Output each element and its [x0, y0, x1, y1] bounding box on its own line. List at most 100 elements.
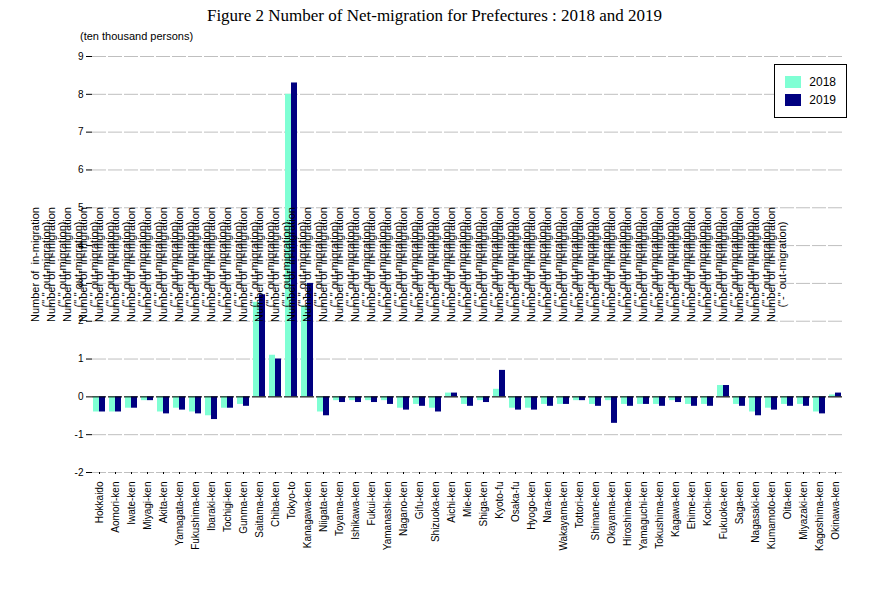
svg-text:6: 6 — [78, 164, 84, 175]
svg-text:Ehime-ken: Ehime-ken — [686, 482, 697, 530]
svg-text:Yamaguchi-ken: Yamaguchi-ken — [638, 482, 649, 551]
html-text:Number of in-migration: Number of in-migration — [188, 207, 201, 322]
svg-text:9: 9 — [78, 51, 84, 62]
svg-text:Tochigi-ken: Tochigi-ken — [222, 482, 233, 533]
html-text:("-" out-migration): ("-" out-migration) — [119, 221, 132, 308]
svg-text:Kumamoto-ken: Kumamoto-ken — [766, 482, 777, 550]
html-text:Number of in-migration: Number of in-migration — [300, 207, 313, 322]
svg-text:Gifu-ken: Gifu-ken — [414, 482, 425, 520]
html-text:Number of in-migration: Number of in-migration — [316, 207, 329, 322]
svg-text:Toyama-ken: Toyama-ken — [334, 482, 345, 536]
svg-text:Tokushima-ken: Tokushima-ken — [654, 482, 665, 549]
svg-text:Aichi-ken: Aichi-ken — [446, 482, 457, 523]
html-text:Number of in-migration: Number of in-migration — [92, 207, 105, 322]
html-text:Number of in-migration: Number of in-migration — [204, 207, 217, 322]
svg-text:Chiba-ken: Chiba-ken — [270, 482, 281, 528]
svg-text:Oita-ken: Oita-ken — [782, 482, 793, 520]
svg-text:1: 1 — [78, 353, 84, 364]
html-text:("-" out-migration): ("-" out-migration) — [279, 221, 292, 308]
svg-text:Shizuoka-ken: Shizuoka-ken — [430, 482, 441, 543]
html-text:("-" out-migration): ("-" out-migration) — [231, 221, 244, 308]
html-text:("-" out-migration): ("-" out-migration) — [103, 221, 116, 308]
svg-text:Aomori-ken: Aomori-ken — [110, 482, 121, 533]
html-text:Figure 2 Number of Net-migrati: Figure 2 Number of Net-migration for Pre… — [206, 6, 662, 25]
html-text:("-" out-migration): ("-" out-migration) — [247, 221, 260, 308]
svg-text:Ibaraki-ken: Ibaraki-ken — [206, 482, 217, 531]
svg-text:Mie-ken: Mie-ken — [462, 482, 473, 518]
svg-text:Miyazaki-ken: Miyazaki-ken — [798, 482, 809, 540]
svg-text:8: 8 — [78, 89, 84, 100]
html-text:("-" out-migration): ("-" out-migration) — [215, 221, 228, 308]
html-text:("-" out-migration): ("-" out-migration) — [55, 221, 68, 308]
svg-text:Hyogo-ken: Hyogo-ken — [526, 482, 537, 530]
svg-text:Nagano-ken: Nagano-ken — [398, 482, 409, 536]
svg-text:0: 0 — [78, 391, 84, 402]
svg-text:Fukuoka-ken: Fukuoka-ken — [718, 482, 729, 540]
svg-text:Hokkaido: Hokkaido — [94, 481, 105, 523]
svg-text:Kochi-ken: Kochi-ken — [702, 482, 713, 526]
svg-text:Hiroshima-ken: Hiroshima-ken — [622, 482, 633, 546]
html-text:Number of in-migration: Number of in-migration — [28, 207, 41, 322]
html-text:Number of in-migration: Number of in-migration — [332, 207, 345, 322]
svg-text:Kagawa-ken: Kagawa-ken — [670, 482, 681, 538]
svg-text:Tottori-ken: Tottori-ken — [574, 482, 585, 529]
svg-text:Shiga-ken: Shiga-ken — [478, 482, 489, 527]
svg-text:Number of in-migration("-" ou: Number of in-migration("-" out-migration… — [765, 207, 788, 322]
html-text:("-" out-migration): ("-" out-migration) — [151, 221, 164, 308]
html-text:2019: 2019 — [809, 93, 836, 107]
svg-text:Kanagawa-ken: Kanagawa-ken — [302, 482, 313, 549]
html-text:Number of in-migration: Number of in-migration — [108, 207, 121, 322]
svg-text:Yamagata-ken: Yamagata-ken — [174, 482, 185, 546]
svg-text:Okayama-ken: Okayama-ken — [606, 482, 617, 544]
svg-text:Shimane-ken: Shimane-ken — [590, 482, 601, 541]
svg-text:Wakayama-ken: Wakayama-ken — [558, 482, 569, 551]
svg-text:Kagoshima-ken: Kagoshima-ken — [814, 482, 825, 551]
html-text:("-" out-migration): ("-" out-migration) — [263, 221, 276, 308]
html-text:("-" out-migration): ("-" out-migration) — [343, 221, 356, 308]
html-text:Number of in-migration: Number of in-migration — [252, 207, 265, 322]
svg-text:7: 7 — [78, 126, 84, 137]
svg-text:Okinawa-ken: Okinawa-ken — [830, 482, 841, 540]
html-text:("-" out-migration): ("-" out-migration) — [135, 221, 148, 308]
svg-text:Nagasaki-ken: Nagasaki-ken — [750, 482, 761, 543]
html-text:Number of in-migration: Number of in-migration — [268, 207, 281, 322]
html-text:("-" out-migration): ("-" out-migration) — [327, 221, 340, 308]
svg-text:Yamanashi-ken: Yamanashi-ken — [382, 482, 393, 551]
html-text:("-" out-migration): ("-" out-migration) — [71, 221, 84, 308]
svg-text:Saitama-ken: Saitama-ken — [254, 482, 265, 538]
html-text:("-" out-migration): ("-" out-migration) — [199, 221, 212, 308]
svg-text:Miyagi-ken: Miyagi-ken — [142, 482, 153, 530]
svg-text:Niigata-ken: Niigata-ken — [318, 482, 329, 533]
svg-text:Tokyo-to: Tokyo-to — [286, 481, 297, 519]
svg-text:Akita-ken: Akita-ken — [158, 482, 169, 524]
svg-text:Ishikawa-ken: Ishikawa-ken — [350, 482, 361, 540]
html-text:Number of in-migration: Number of in-migration — [140, 207, 153, 322]
html-text:Number of in-migration: Number of in-migration — [284, 207, 297, 322]
html-text:Number of in-migration: Number of in-migration — [156, 207, 169, 322]
html-text:2018: 2018 — [809, 75, 836, 89]
html-text:Number of in-migration: Number of in-migration — [236, 207, 249, 322]
html-text:("-" out-migration): ("-" out-migration) — [183, 221, 196, 308]
svg-text:Kyoto-fu: Kyoto-fu — [494, 482, 505, 519]
html-text:("-" out-migration): ("-" out-migration) — [295, 221, 308, 308]
html-text:Number of in-migration: Number of in-migration — [124, 207, 137, 322]
svg-text:-2: -2 — [75, 467, 84, 478]
html-text:Number of in-migration: Number of in-migration — [60, 207, 73, 322]
svg-text:Fukui-ken: Fukui-ken — [366, 482, 377, 526]
html-text:Number of in-migration: Number of in-migration — [172, 207, 185, 322]
svg-text:Fukushima-ken: Fukushima-ken — [190, 482, 201, 550]
svg-text:Osaka-fu: Osaka-fu — [510, 482, 521, 523]
svg-text:-1: -1 — [75, 429, 84, 440]
html-text:("-" out-migration): ("-" out-migration) — [87, 221, 100, 308]
html-text:("-" out-migration): ("-" out-migration) — [311, 221, 324, 308]
html-text:("-" out-migration): ("-" out-migration) — [39, 221, 52, 308]
html-text:Number of in-migration: Number of in-migration — [44, 207, 57, 322]
html-text:Number of in-migration: Number of in-migration — [76, 207, 89, 322]
svg-text:Nara-ken: Nara-ken — [542, 482, 553, 523]
svg-text:Iwate-ken: Iwate-ken — [126, 482, 137, 525]
svg-text:Gunma-ken: Gunma-ken — [238, 482, 249, 534]
html-text:Number of in-migration: Number of in-migration — [348, 207, 361, 322]
svg-text:Saga-ken: Saga-ken — [734, 482, 745, 525]
html-text:Number of in-migration: Number of in-migration — [220, 207, 233, 322]
html-text:("-" out-migration): ("-" out-migration) — [167, 221, 180, 308]
